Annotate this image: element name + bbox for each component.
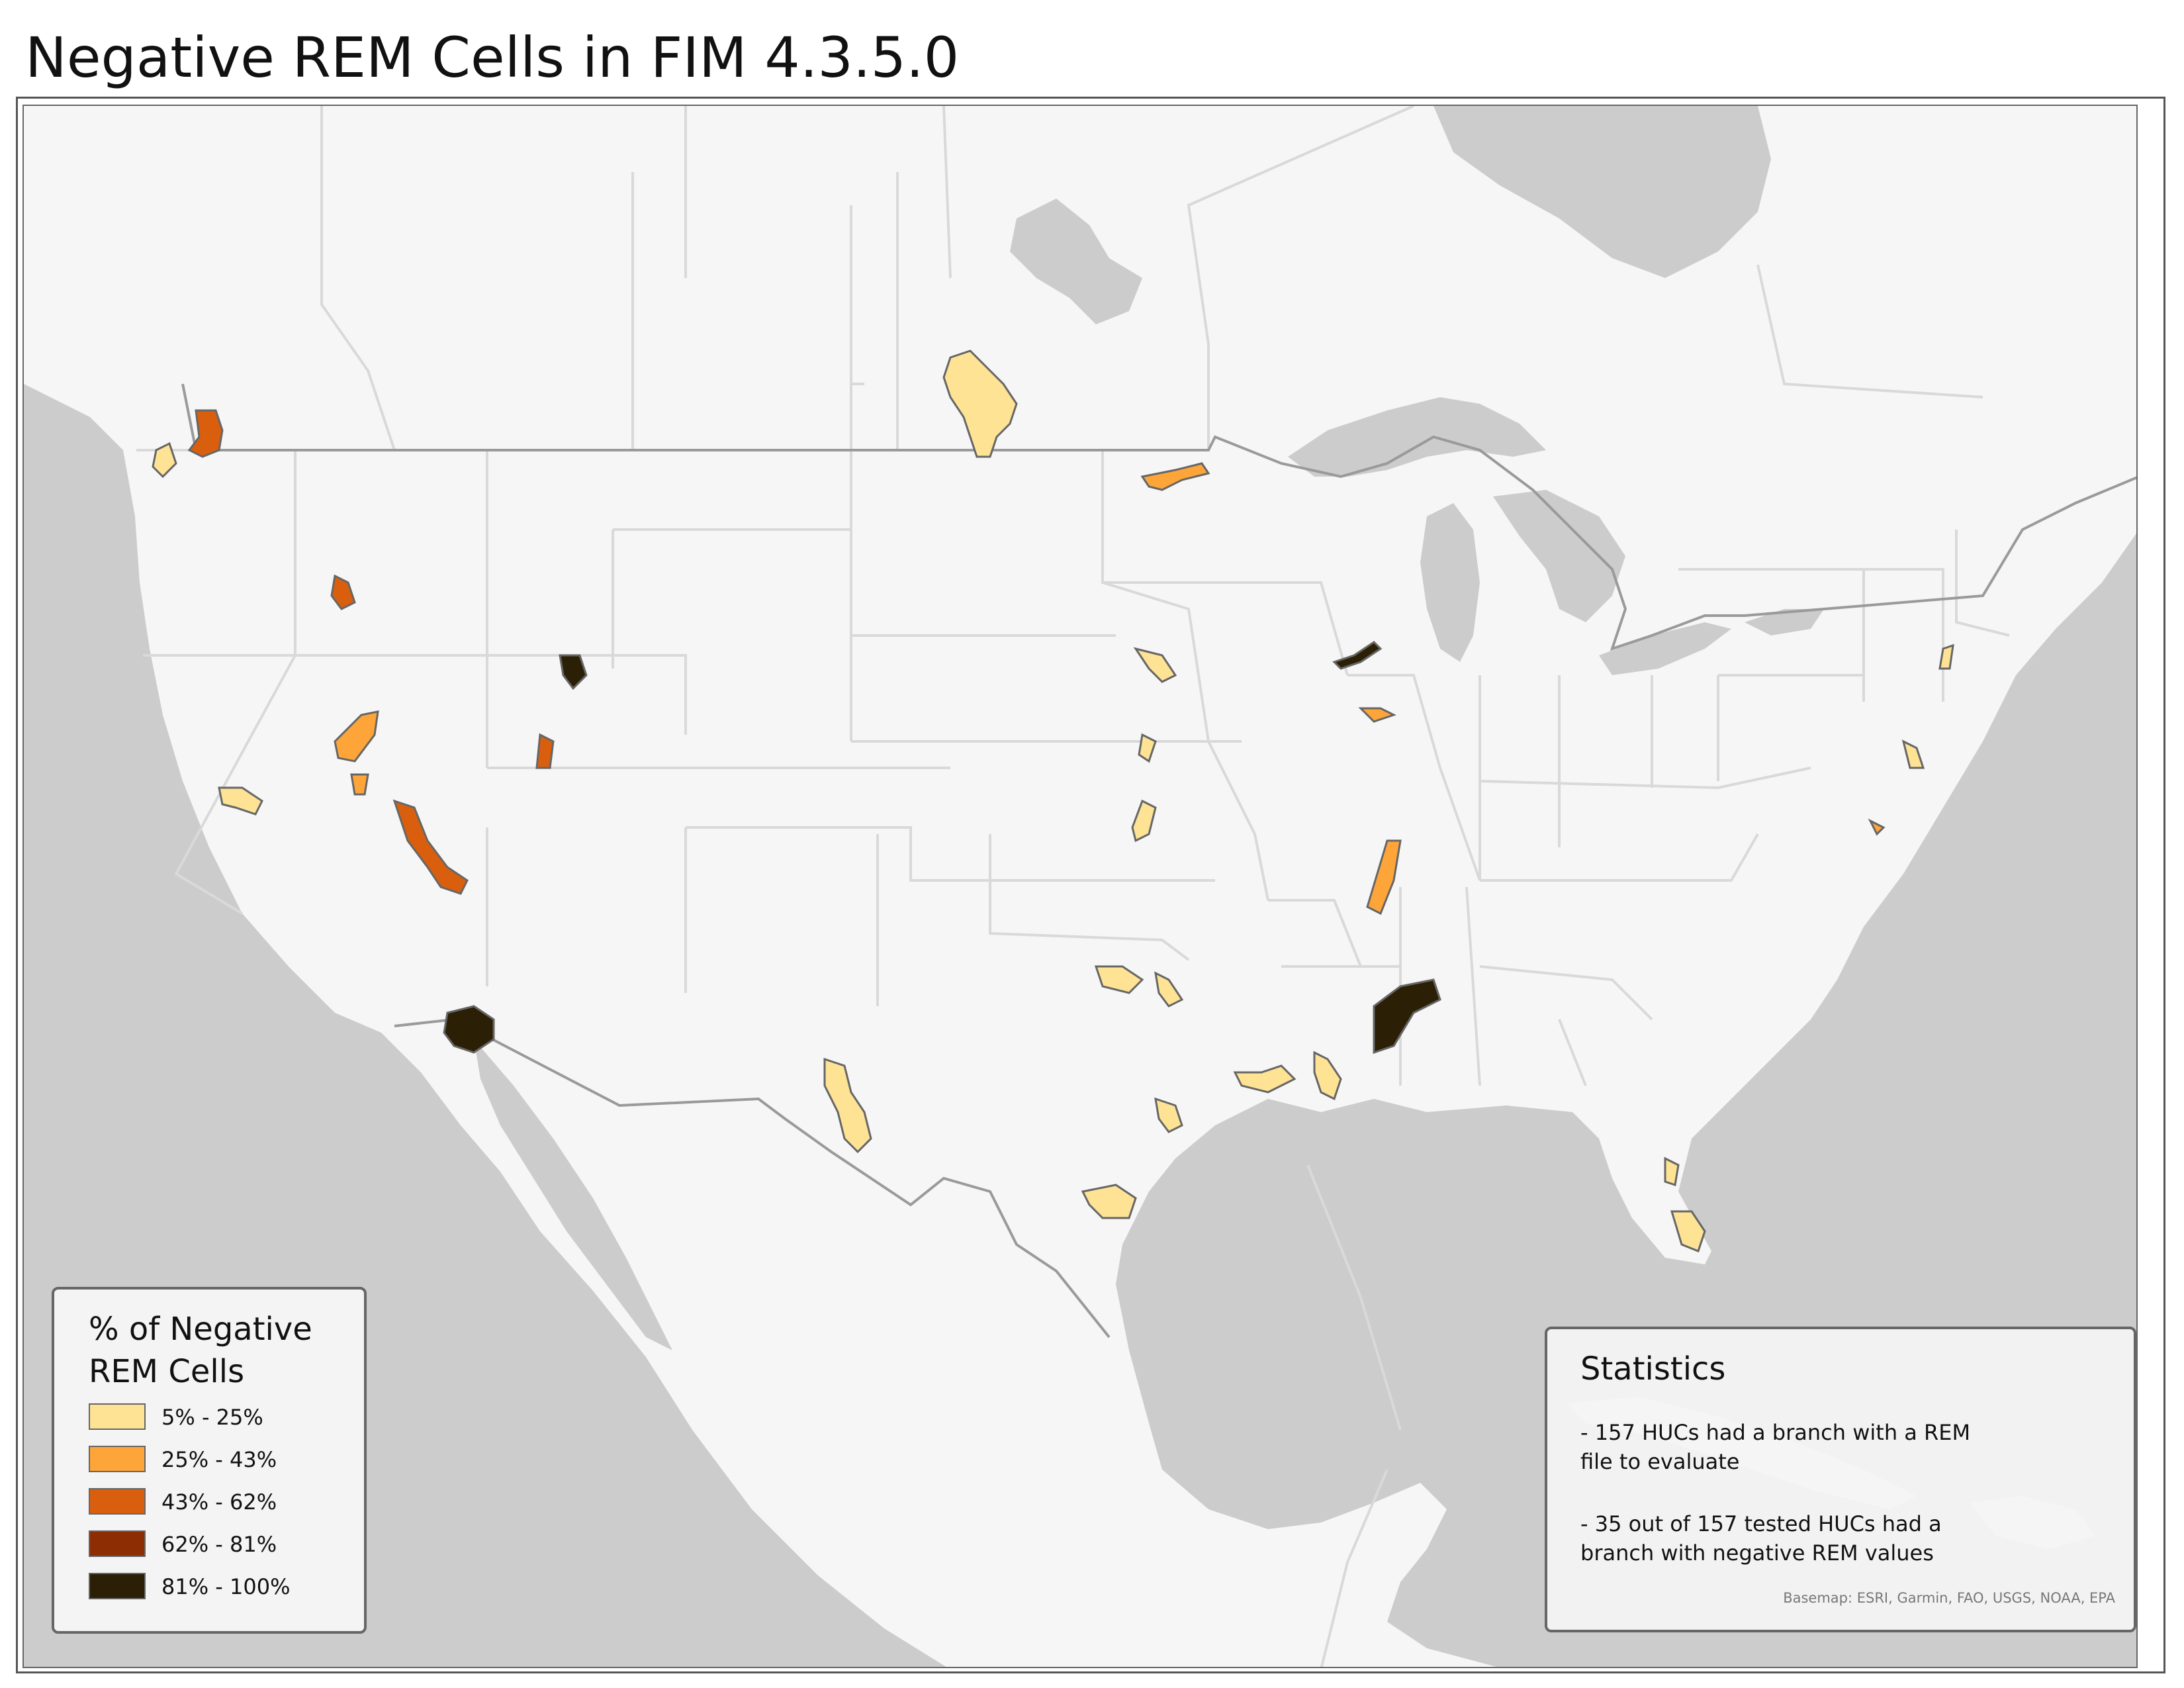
national-borders: [181, 383, 2136, 1338]
huc-southern-california[interactable]: [443, 1005, 495, 1054]
huc-iowa[interactable]: [1332, 641, 1383, 670]
legend-item: 43% - 62%: [89, 1488, 353, 1517]
huc-polygons[interactable]: [152, 350, 1954, 1252]
legend-swatch: [89, 1573, 146, 1599]
legend-swatch: [89, 1403, 146, 1430]
legend-label: 5% - 25%: [161, 1405, 263, 1430]
huc-texas-2[interactable]: [1154, 971, 1184, 1008]
huc-nebraska[interactable]: [1133, 647, 1177, 683]
land-baja-california: [474, 1039, 672, 1350]
huc-new-york[interactable]: [1938, 643, 1954, 670]
map-title: Negative REM Cells in FIM 4.3.5.0: [25, 25, 960, 90]
huc-louisiana-1[interactable]: [1233, 1064, 1297, 1094]
huc-minnesota[interactable]: [1140, 462, 1210, 491]
legend-item: 25% - 43%: [89, 1446, 353, 1475]
huc-florida-2[interactable]: [1670, 1210, 1706, 1252]
legend-label: 43% - 62%: [161, 1489, 277, 1515]
huc-nevada-2[interactable]: [350, 773, 369, 796]
huc-florida-1[interactable]: [1664, 1156, 1680, 1186]
legend-item: 62% - 81%: [89, 1530, 353, 1560]
huc-rio-grande[interactable]: [823, 1057, 872, 1154]
legend-swatch: [89, 1530, 146, 1557]
legend-label: 62% - 81%: [161, 1532, 277, 1557]
huc-texas-1[interactable]: [1094, 965, 1144, 994]
hudson-bay: [1433, 106, 1771, 278]
huc-oregon-coast[interactable]: [152, 442, 177, 479]
huc-texas-coast[interactable]: [1154, 1097, 1183, 1133]
legend-item: 81% - 100%: [89, 1573, 353, 1602]
huc-utah-north[interactable]: [559, 654, 588, 690]
legend-swatch: [89, 1446, 146, 1472]
huc-arkansas[interactable]: [1366, 839, 1402, 915]
huc-nevada-1[interactable]: [334, 710, 379, 763]
lake-superior: [1288, 397, 1546, 477]
huc-utah[interactable]: [535, 733, 555, 769]
huc-illinois[interactable]: [1358, 707, 1396, 723]
huc-california-coast[interactable]: [218, 786, 263, 816]
land-north-america: [24, 106, 2136, 1667]
legend-panel: % of Negative REM Cells 5% - 25% 25% - 4…: [52, 1287, 367, 1634]
statistics-line: - 157 HUCs had a branch with a REM file …: [1580, 1420, 1971, 1474]
legend-title: % of Negative REM Cells: [89, 1311, 312, 1390]
huc-washington[interactable]: [187, 409, 224, 458]
legend-label: 25% - 43%: [161, 1447, 277, 1472]
huc-virginia[interactable]: [1868, 818, 1886, 836]
huc-north-dakota[interactable]: [942, 350, 1018, 458]
huc-new-jersey[interactable]: [1901, 739, 1925, 769]
statistics-title: Statistics: [1580, 1350, 1726, 1387]
legend-label: 81% - 100%: [161, 1574, 291, 1599]
lake-ontario: [1745, 609, 1824, 635]
huc-south-texas[interactable]: [1081, 1184, 1137, 1219]
legend-swatch: [89, 1488, 146, 1515]
statistics-panel: Statistics - 157 HUCs had a branch with …: [1545, 1327, 2136, 1632]
huc-mississippi[interactable]: [1373, 978, 1441, 1055]
lake-huron: [1493, 490, 1625, 622]
northern-lakes: [1010, 199, 1142, 324]
huc-california-central[interactable]: [392, 799, 469, 895]
lake-michigan: [1420, 503, 1480, 662]
huc-louisiana-2[interactable]: [1313, 1051, 1342, 1101]
huc-kansas-1[interactable]: [1138, 733, 1157, 763]
basemap-attribution: Basemap: ESRI, Garmin, FAO, USGS, NOAA, …: [1783, 1590, 2115, 1606]
huc-idaho[interactable]: [330, 574, 356, 610]
huc-kansas-2[interactable]: [1131, 799, 1157, 843]
legend-item: 5% - 25%: [89, 1403, 353, 1432]
lake-erie: [1599, 622, 1731, 675]
statistics-line: - 35 out of 157 tested HUCs had a branch…: [1580, 1511, 1942, 1566]
